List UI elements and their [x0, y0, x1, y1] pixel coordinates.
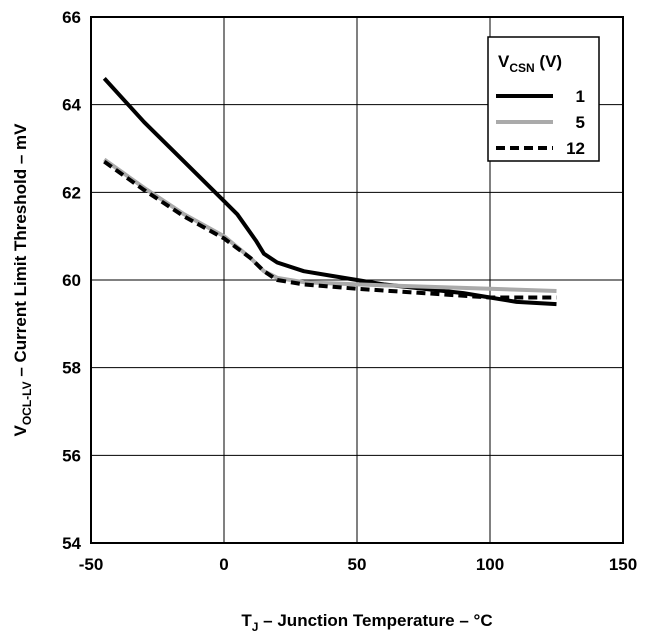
x-tick-label: 50: [348, 555, 367, 574]
legend-box: [487, 36, 600, 162]
x-tick-label: 0: [219, 555, 228, 574]
legend-title-rest: (V): [535, 52, 562, 71]
series-line-1: [102, 77, 557, 307]
y-tick-label: 58: [62, 359, 81, 378]
series-lines: [102, 77, 557, 307]
legend-title-sub: CSN: [509, 61, 534, 75]
tick-labels: -50 0 50 100 150 54 56 58 60 62 64 66: [62, 8, 637, 574]
legend-title-main: V: [498, 52, 510, 71]
y-axis-title-rest: – Current Limit Threshold – mV: [11, 123, 30, 382]
legend-label-5: 5: [576, 113, 585, 132]
y-tick-label: 60: [62, 271, 81, 290]
x-axis-title: TJ – Junction Temperature – °C: [241, 611, 492, 634]
y-tick-label: 54: [62, 534, 81, 553]
x-tick-label: 150: [609, 555, 637, 574]
x-axis-title-main: T: [241, 611, 252, 630]
series-line-12: [103, 159, 557, 300]
legend-title: VCSN (V): [498, 52, 562, 75]
series-line-5: [103, 157, 557, 293]
x-axis-title-sub: J: [252, 620, 259, 634]
x-tick-label: 100: [476, 555, 504, 574]
x-axis-title-rest: – Junction Temperature – °C: [258, 611, 492, 630]
y-axis-title-main: V: [11, 425, 30, 437]
y-axis-title-sub: OCL-LV: [20, 381, 34, 425]
y-tick-label: 64: [62, 96, 81, 115]
legend-label-12: 12: [566, 139, 585, 158]
y-tick-label: 62: [62, 183, 81, 202]
x-tick-label: -50: [79, 555, 104, 574]
plot-frame: [90, 16, 624, 544]
legend-label-1: 1: [576, 87, 585, 106]
y-axis-title: VOCL-LV – Current Limit Threshold – mV: [11, 123, 34, 437]
y-tick-label: 66: [62, 8, 81, 27]
y-tick-label: 56: [62, 446, 81, 465]
